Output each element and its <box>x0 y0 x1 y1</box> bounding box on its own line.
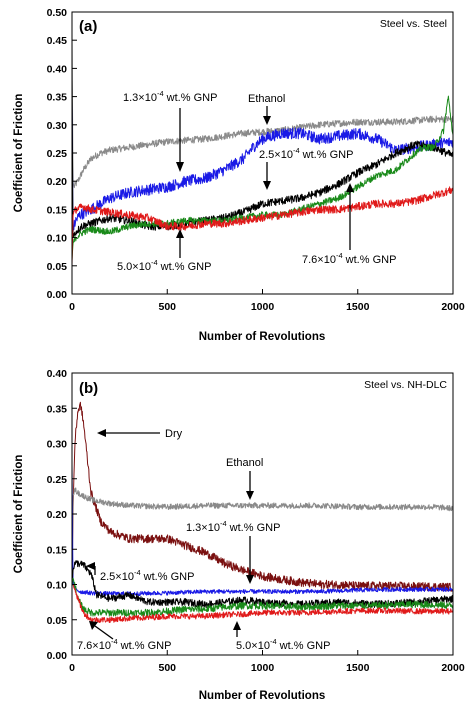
panel-b-xlabel: Number of Revolutions <box>199 690 326 702</box>
panel-b-ytick-label: 0.40 <box>47 368 68 380</box>
panel-b-ytick-label: 0.15 <box>47 544 68 556</box>
panel-b-axes: 0 500 1000 1500 2000 0.00 0.05 0.10 0.15 0.20 0.25… <box>47 368 465 674</box>
panel-a-arrow-gnp50 <box>176 229 184 258</box>
panel-a-arrow-ethanol <box>263 106 271 125</box>
panel-a-series-gnp50 <box>71 95 454 261</box>
panel-a-series-gnp76 <box>71 186 454 266</box>
panel-b-series-gnp76 <box>71 584 454 623</box>
panel-b-ytick-label: 0.30 <box>47 439 68 451</box>
panel-a-xtick-label: 500 <box>158 301 176 313</box>
panel-b-arrow-dry <box>97 429 160 437</box>
panel-b-annot-gnp13: 1.3×10-4 wt.% GNP <box>186 519 280 534</box>
panel-b-ylabel: Coefficient of Friction <box>13 455 25 574</box>
panel-a-chart: 0 500 1000 1500 2000 0.00 0.05 0.10 0.15 0.20 0.25… <box>13 7 465 343</box>
panel-a-ytick-label: 0.05 <box>47 261 68 273</box>
panel-b-ytick-label: 0.00 <box>47 650 68 662</box>
panel-b-arrow-gnp76 <box>89 621 114 640</box>
panel-b-series-ethanol <box>71 487 454 585</box>
panel-a-ytick-label: 0.00 <box>47 289 68 301</box>
panel-a-xtick-label: 2000 <box>441 301 465 313</box>
panel-b-ytick-label: 0.05 <box>47 615 68 627</box>
panel-a-label: (a) <box>79 18 97 35</box>
panel-b-annot-dry: Dry <box>165 428 183 440</box>
panel-a-arrow-gnp25 <box>263 162 271 190</box>
panel-a-annot-gnp13: 1.3×10-4 wt.% GNP <box>123 89 217 104</box>
panel-b-arrow-gnp25 <box>86 562 96 575</box>
panel-b-arrow-gnp13 <box>246 536 254 584</box>
panel-a-axes: 0 500 1000 1500 2000 0.00 0.05 0.10 0.15 0.20 0.25… <box>47 7 465 313</box>
panel-b-xtick-label: 1500 <box>346 662 370 674</box>
panel-b-ytick-label: 0.25 <box>47 474 68 486</box>
panel-a-xtick-label: 1000 <box>251 301 275 313</box>
panel-a-ytick-label: 0.15 <box>47 204 68 216</box>
panel-a-series-gnp25 <box>71 79 454 238</box>
panel-b-annot-gnp25: 2.5×10-4 wt.% GNP <box>100 568 194 583</box>
panel-b-ytick-label: 0.10 <box>47 580 68 592</box>
panel-b-arrow-gnp50 <box>233 621 241 637</box>
panel-a-annot-gnp25: 2.5×10-4 wt.% GNP <box>259 146 353 161</box>
panel-a-ytick-label: 0.25 <box>47 148 68 160</box>
panel-a-ylabel: Coefficient of Friction <box>13 94 25 213</box>
panel-b-series-gnp50 <box>71 577 454 617</box>
panel-b-xtick-label: 500 <box>158 662 176 674</box>
panel-a-ytick-label: 0.50 <box>47 7 68 19</box>
panel-b-ytick-label: 0.35 <box>47 403 68 415</box>
panel-a-series-ethanol <box>71 34 454 189</box>
panel-b-xtick-label: 2000 <box>441 662 465 674</box>
panel-a-xtick-label: 1500 <box>346 301 370 313</box>
panel-b-annot-gnp76: 7.6×10-4 wt.% GNP <box>77 637 171 652</box>
panel-a-arrow-gnp13 <box>176 108 184 172</box>
panel-a-ytick-label: 0.30 <box>47 120 68 132</box>
panel-b-annot-gnp50: 5.0×10-4 wt.% GNP <box>236 637 330 652</box>
panel-a-arrow-gnp76 <box>346 183 354 250</box>
panel-b-series <box>71 401 454 623</box>
panel-b-ytick-label: 0.20 <box>47 509 68 521</box>
panel-a-ytick-label: 0.45 <box>47 35 68 47</box>
panel-a-ytick-label: 0.10 <box>47 233 68 245</box>
panel-a-ytick-label: 0.20 <box>47 176 68 188</box>
panel-a-condition: Steel vs. Steel <box>380 18 447 30</box>
panel-b-xtick-label: 1000 <box>251 662 275 674</box>
panel-b-series-dry <box>71 401 454 592</box>
panel-b-chart: 0 500 1000 1500 2000 0.00 0.05 0.10 0.15 0.20 0.25… <box>13 368 465 702</box>
panel-a-series-gnp13 <box>71 102 454 232</box>
panel-b-series-gnp13 <box>71 464 454 597</box>
panel-a-xtick-label: 0 <box>69 301 75 313</box>
panel-b-condition: Steel vs. NH-DLC <box>364 379 447 391</box>
panel-a-xlabel: Number of Revolutions <box>199 331 326 343</box>
panel-b-annot-ethanol: Ethanol <box>226 457 263 469</box>
panel-a-annot-gnp76: 7.6×10-4 wt.% GNP <box>302 251 396 266</box>
panel-b-arrow-ethanol <box>246 471 254 500</box>
panel-a-ytick-label: 0.35 <box>47 92 68 104</box>
panel-b-xtick-label: 0 <box>69 662 75 674</box>
panel-a-ytick-label: 0.40 <box>47 63 68 75</box>
panel-b-label: (b) <box>79 380 98 397</box>
panel-a-series <box>71 34 454 266</box>
panel-a-annot-gnp50: 5.0×10-4 wt.% GNP <box>117 258 211 273</box>
panel-a-annot-ethanol: Ethanol <box>248 93 285 105</box>
